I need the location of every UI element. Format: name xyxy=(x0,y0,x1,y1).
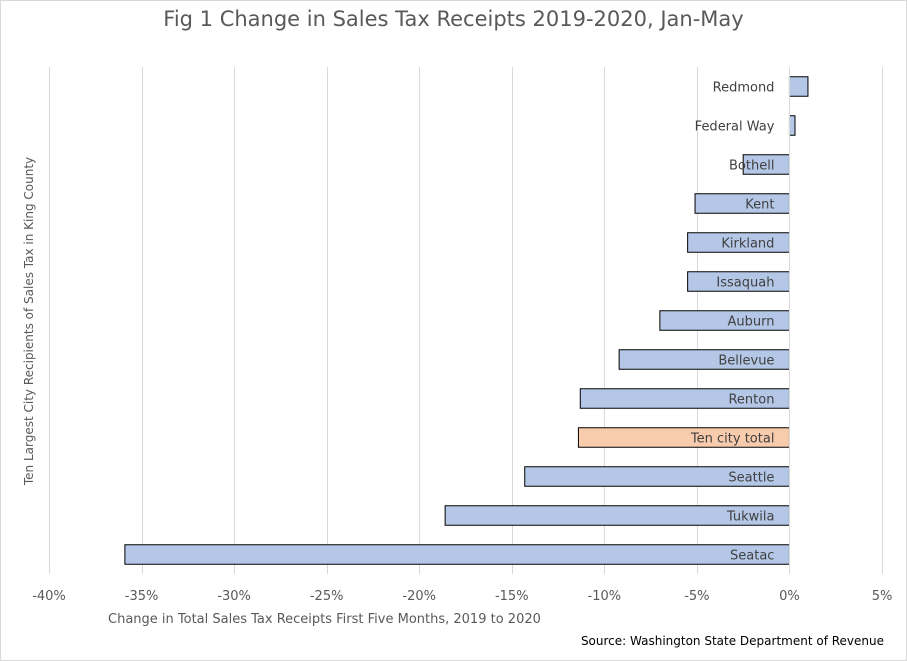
x-tick-label: -20% xyxy=(402,589,436,604)
category-label: Ten city total xyxy=(690,432,775,447)
x-tick-label: 0% xyxy=(779,589,800,604)
x-tick-label: -15% xyxy=(495,589,529,604)
bar-seatac xyxy=(124,544,790,565)
category-label: Renton xyxy=(728,393,774,408)
category-label: Auburn xyxy=(727,315,774,330)
source-note: Source: Washington State Department of R… xyxy=(580,634,884,648)
category-label: Tukwila xyxy=(726,510,775,525)
x-tick-label: -10% xyxy=(588,589,622,604)
bar-redmond xyxy=(788,76,809,97)
x-axis-title: Change in Total Sales Tax Receipts First… xyxy=(108,612,541,627)
x-tick-label: -25% xyxy=(310,589,344,604)
x-tick-label: 5% xyxy=(872,589,893,604)
bar-kent xyxy=(694,193,790,214)
category-label: Bothell xyxy=(729,159,774,174)
category-label: Seatac xyxy=(730,549,774,564)
category-label: Bellevue xyxy=(718,354,774,369)
x-tick-label: -30% xyxy=(217,589,251,604)
x-tick-label: -5% xyxy=(684,589,709,604)
x-tick-label: -40% xyxy=(32,589,66,604)
category-label: Seattle xyxy=(728,471,774,486)
y-axis-title: Ten Largest City Recipients of Sales Tax… xyxy=(22,156,36,486)
category-label: Kent xyxy=(745,198,774,213)
category-label: Issaquah xyxy=(716,276,774,291)
category-label: Kirkland xyxy=(721,237,774,252)
bar-federal-way xyxy=(788,115,796,136)
category-label: Redmond xyxy=(713,81,775,96)
x-tick-label: -35% xyxy=(125,589,159,604)
category-label: Federal Way xyxy=(695,120,775,135)
chart-title: Fig 1 Change in Sales Tax Receipts 2019-… xyxy=(163,7,744,31)
